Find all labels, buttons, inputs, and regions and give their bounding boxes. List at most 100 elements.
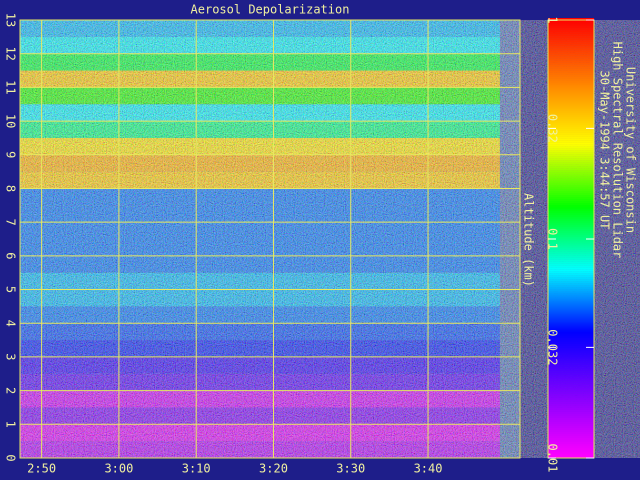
colorbar-swatch	[548, 395, 594, 398]
colorbar-swatch	[548, 112, 594, 115]
colorbar-swatch	[548, 92, 594, 95]
colorbar-swatch	[548, 439, 594, 443]
colorbar-swatch	[548, 371, 594, 374]
colorbar-swatch	[548, 385, 594, 388]
y-tick-label: 6	[4, 252, 18, 259]
colorbar-swatch	[548, 297, 594, 300]
colorbar-swatch	[548, 98, 594, 101]
colorbar-swatch	[548, 94, 594, 97]
colorbar-swatch	[548, 379, 594, 382]
colorbar-swatch	[548, 269, 594, 272]
colorbar-swatch	[548, 421, 594, 425]
colorbar-swatch	[548, 449, 594, 453]
colorbar-swatch	[548, 188, 594, 191]
colorbar-swatch	[548, 86, 594, 89]
note: 30-May-1994 3:44:57 UT	[598, 71, 612, 230]
colorbar-swatch	[548, 44, 594, 47]
colorbar-swatch	[548, 152, 594, 155]
colorbar-swatch	[548, 423, 594, 427]
colorbar-swatch	[548, 122, 594, 125]
colorbar-swatch	[548, 150, 594, 153]
colorbar-swatch	[548, 136, 594, 139]
colorbar-swatch	[548, 108, 594, 111]
colorbar-swatch	[548, 104, 594, 107]
colorbar-swatch	[548, 445, 594, 449]
colorbar-swatch	[548, 58, 594, 61]
colorbar-swatch	[548, 351, 594, 354]
colorbar-swatch	[548, 142, 594, 145]
colorbar-swatch	[548, 243, 594, 246]
y-tick-label: 7	[4, 219, 18, 226]
colorbar-swatch	[548, 365, 594, 368]
colorbar-swatch	[548, 120, 594, 123]
colorbar-swatch	[548, 234, 594, 238]
colorbar-swatch	[548, 174, 594, 177]
colorbar-swatch	[548, 70, 594, 73]
colorbar-swatch	[548, 38, 594, 41]
colorbar-swatch	[548, 325, 594, 328]
colorbar-swatch	[548, 333, 594, 336]
colorbar-swatch	[548, 451, 594, 455]
colorbar-swatch	[548, 96, 594, 99]
colorbar-swatch	[548, 182, 594, 185]
colorbar-tick-label: 1	[546, 16, 560, 23]
y-tick-label: 8	[4, 185, 18, 192]
x-tick-label: 3:10	[182, 462, 211, 476]
colorbar-swatch	[548, 72, 594, 75]
colorbar-swatch	[548, 341, 594, 344]
colorbar-swatch	[548, 80, 594, 83]
colorbar-swatch	[548, 435, 594, 439]
colorbar-swatch	[548, 198, 594, 202]
y-tick-label: 10	[4, 114, 18, 128]
colorbar-swatch	[548, 26, 594, 29]
colorbar-swatch	[548, 373, 594, 376]
colorbar-swatch	[548, 66, 594, 69]
y-tick-label: 11	[4, 80, 18, 94]
colorbar-swatch	[548, 363, 594, 366]
colorbar-tick-label: 0.1	[546, 228, 560, 250]
colorbar-swatch	[548, 160, 594, 163]
colorbar-swatch	[548, 54, 594, 57]
colorbar-swatch	[548, 299, 594, 302]
colorbar-swatch	[548, 208, 594, 212]
colorbar-swatch	[548, 411, 594, 414]
colorbar-swatch	[548, 331, 594, 334]
colorbar-swatch	[548, 321, 594, 324]
colorbar-swatch	[548, 176, 594, 179]
colorbar-swatch	[548, 224, 594, 228]
colorbar-swatch	[548, 102, 594, 105]
colorbar-swatch	[548, 267, 594, 270]
colorbar-swatch	[548, 425, 594, 429]
colorbar-swatch	[548, 114, 594, 117]
colorbar-swatch	[548, 339, 594, 342]
colorbar-swatch	[548, 277, 594, 280]
x-tick-label: 3:30	[336, 462, 365, 476]
colorbar-swatch	[548, 118, 594, 121]
colorbar-swatch	[548, 407, 594, 410]
colorbar-swatch	[548, 200, 594, 204]
colorbar-swatch	[548, 323, 594, 326]
colorbar-swatch	[548, 164, 594, 167]
colorbar-swatch	[548, 36, 594, 39]
chart-title: Aerosol Depolarization	[191, 3, 350, 17]
colorbar-swatch	[548, 32, 594, 35]
y-tick-label: 2	[4, 387, 18, 394]
colorbar-swatch	[548, 56, 594, 59]
colorbar-swatch	[548, 347, 594, 350]
colorbar-swatch	[548, 74, 594, 77]
colorbar-swatch	[548, 172, 594, 175]
colorbar-tick-label: 0.32	[546, 114, 560, 143]
plot-frame	[19, 19, 521, 459]
speckle-texture	[20, 20, 500, 458]
colorbar-swatch	[548, 295, 594, 298]
y-tick-label: 13	[4, 13, 18, 27]
colorbar-swatch	[548, 210, 594, 214]
colorbar-swatch	[548, 415, 594, 419]
colorbar-swatch	[548, 82, 594, 85]
colorbar-swatch	[548, 291, 594, 294]
colorbar-swatch	[548, 419, 594, 423]
colorbar-swatch	[548, 196, 594, 200]
colorbar-swatch	[548, 257, 594, 260]
colorbar-swatch	[548, 251, 594, 254]
colorbar-swatch	[548, 357, 594, 360]
